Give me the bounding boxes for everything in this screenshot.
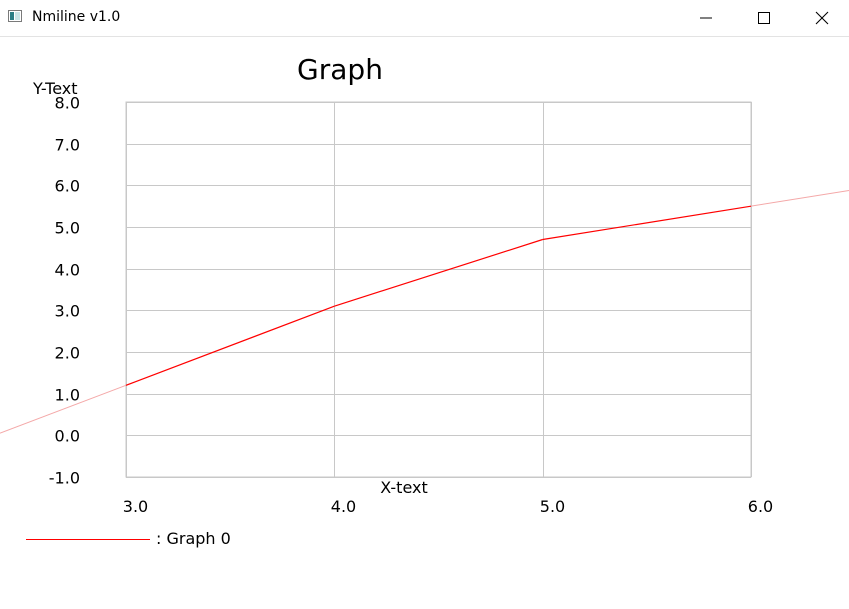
y-tick-label: 1.0 xyxy=(55,386,80,405)
close-button[interactable] xyxy=(793,0,849,36)
series-segment-graph-0 xyxy=(334,238,543,307)
y-tick-label: 4.0 xyxy=(55,261,80,280)
x-tick-label: 5.0 xyxy=(540,497,565,516)
maximize-icon xyxy=(758,12,770,24)
y-tick-label: 6.0 xyxy=(55,177,80,196)
legend-swatch-graph-0 xyxy=(26,539,150,540)
legend-label-graph-0: : Graph 0 xyxy=(156,529,231,548)
title-bar: Nmiline v1.0 xyxy=(0,0,849,37)
app-icon xyxy=(8,10,22,22)
x-tick-label: 3.0 xyxy=(123,497,148,516)
y-tick-label: 8.0 xyxy=(55,94,80,113)
x-tick-label: 6.0 xyxy=(748,497,773,516)
y-tick-label: 3.0 xyxy=(55,302,80,321)
series-extension-right xyxy=(750,189,849,207)
series-segment-graph-0 xyxy=(125,305,335,386)
minimize-icon xyxy=(700,17,712,19)
maximize-button[interactable] xyxy=(735,0,793,36)
minimize-button[interactable] xyxy=(677,0,735,36)
series-segment-graph-0 xyxy=(542,205,752,241)
y-tick-label: -1.0 xyxy=(49,469,80,488)
plot-frame xyxy=(125,101,752,478)
y-axis-label: Y-Text xyxy=(33,79,78,98)
x-axis-label: X-text xyxy=(380,478,428,497)
y-tick-label: 5.0 xyxy=(55,219,80,238)
y-tick-label: 7.0 xyxy=(55,136,80,155)
y-tick-label: 0.0 xyxy=(55,427,80,446)
y-tick-label: 2.0 xyxy=(55,344,80,363)
window-title: Nmiline v1.0 xyxy=(32,9,121,25)
series-extension-left xyxy=(0,384,127,434)
close-icon xyxy=(815,11,829,25)
chart-title: Graph xyxy=(297,53,383,86)
x-tick-label: 4.0 xyxy=(331,497,356,516)
